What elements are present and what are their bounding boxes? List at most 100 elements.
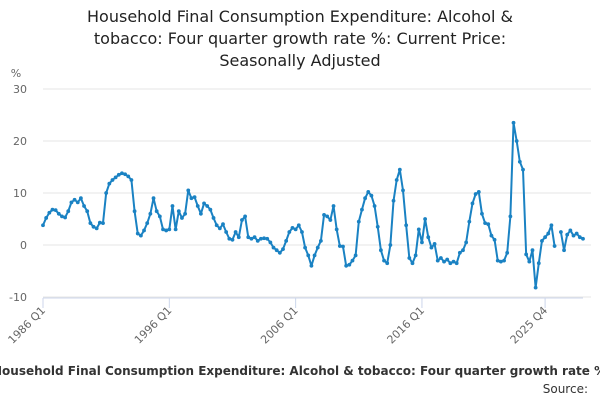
data-point[interactable] [154,209,159,214]
data-point[interactable] [445,257,450,262]
data-point[interactable] [350,258,355,263]
data-point[interactable] [397,167,402,172]
data-point[interactable] [565,232,570,237]
data-point[interactable] [236,235,241,240]
data-point[interactable] [60,214,64,219]
data-point[interactable] [214,223,219,228]
data-point[interactable] [249,236,254,241]
data-point[interactable] [385,261,390,266]
data-point[interactable] [300,230,304,234]
data-point[interactable] [341,244,345,249]
data-point[interactable] [129,178,134,182]
data-point[interactable] [337,244,342,248]
data-point[interactable] [164,228,169,233]
data-point[interactable] [536,261,541,266]
data-point[interactable] [97,220,102,225]
data-point[interactable] [157,214,162,219]
data-point[interactable] [284,238,289,243]
data-point[interactable] [138,233,143,238]
data-point[interactable] [303,245,308,250]
data-point[interactable] [281,247,285,252]
data-point[interactable] [366,190,371,194]
data-point[interactable] [69,200,74,205]
data-point[interactable] [483,221,488,226]
data-point[interactable] [268,240,273,245]
data-point[interactable] [88,221,93,226]
data-point[interactable] [240,218,244,222]
data-point[interactable] [401,188,405,193]
data-point[interactable] [574,231,579,236]
data-point[interactable] [148,211,153,216]
data-point[interactable] [63,215,68,220]
data-point[interactable] [432,242,437,246]
data-point[interactable] [524,252,529,257]
data-point[interactable] [104,191,109,195]
data-point[interactable] [78,196,83,201]
legend-item[interactable]: Household Final Consumption Expenditure:… [0,364,600,378]
data-point[interactable] [274,248,279,253]
data-point[interactable] [82,204,86,208]
data-point[interactable] [41,223,45,228]
data-point[interactable] [486,222,491,227]
data-point[interactable] [492,237,497,242]
data-point[interactable] [442,259,446,264]
data-point[interactable] [581,236,585,241]
data-point[interactable] [435,258,440,263]
data-point[interactable] [353,253,358,258]
data-point[interactable] [123,172,128,177]
data-point[interactable] [416,227,421,232]
data-point[interactable] [410,261,415,266]
data-point[interactable] [517,159,522,164]
data-point[interactable] [265,236,270,241]
data-point[interactable] [56,211,61,216]
data-point[interactable] [467,219,472,224]
data-point[interactable] [527,259,532,264]
data-point[interactable] [202,201,206,206]
data-point[interactable] [375,224,380,229]
data-point[interactable] [470,201,475,206]
data-point[interactable] [454,261,459,266]
data-point[interactable] [448,261,453,266]
data-point[interactable] [369,193,374,198]
data-point[interactable] [195,204,200,208]
data-point[interactable] [413,253,418,258]
data-point[interactable] [489,233,494,238]
data-point[interactable] [142,228,146,233]
data-point[interactable] [145,221,150,226]
data-point[interactable] [360,207,364,212]
data-point[interactable] [205,204,210,208]
data-point[interactable] [180,216,184,220]
data-point[interactable] [457,250,462,255]
data-point[interactable] [318,238,323,243]
data-point[interactable] [558,230,563,234]
data-point[interactable] [391,198,396,203]
data-point[interactable] [315,245,320,250]
data-point[interactable] [293,227,298,232]
data-point[interactable] [173,227,178,232]
data-point[interactable] [47,210,52,215]
data-point[interactable] [221,222,225,227]
data-point[interactable] [255,238,260,243]
data-point[interactable] [461,248,465,253]
data-point[interactable] [94,226,99,231]
data-point[interactable] [394,178,399,182]
data-point[interactable] [334,227,339,232]
data-point[interactable] [91,224,96,229]
data-point[interactable] [85,209,90,214]
data-point[interactable] [372,204,377,208]
data-point[interactable] [480,211,484,216]
data-point[interactable] [404,223,409,228]
data-point[interactable] [208,207,213,212]
data-point[interactable] [309,263,314,268]
data-point[interactable] [167,227,172,232]
data-point[interactable] [407,256,412,260]
data-point[interactable] [571,233,576,238]
data-point[interactable] [116,172,121,177]
data-point[interactable] [233,230,238,234]
data-point[interactable] [328,218,333,222]
data-point[interactable] [552,244,557,248]
data-point[interactable] [388,243,393,247]
data-point[interactable] [505,250,510,255]
data-point[interactable] [331,204,336,208]
data-point[interactable] [521,167,525,172]
